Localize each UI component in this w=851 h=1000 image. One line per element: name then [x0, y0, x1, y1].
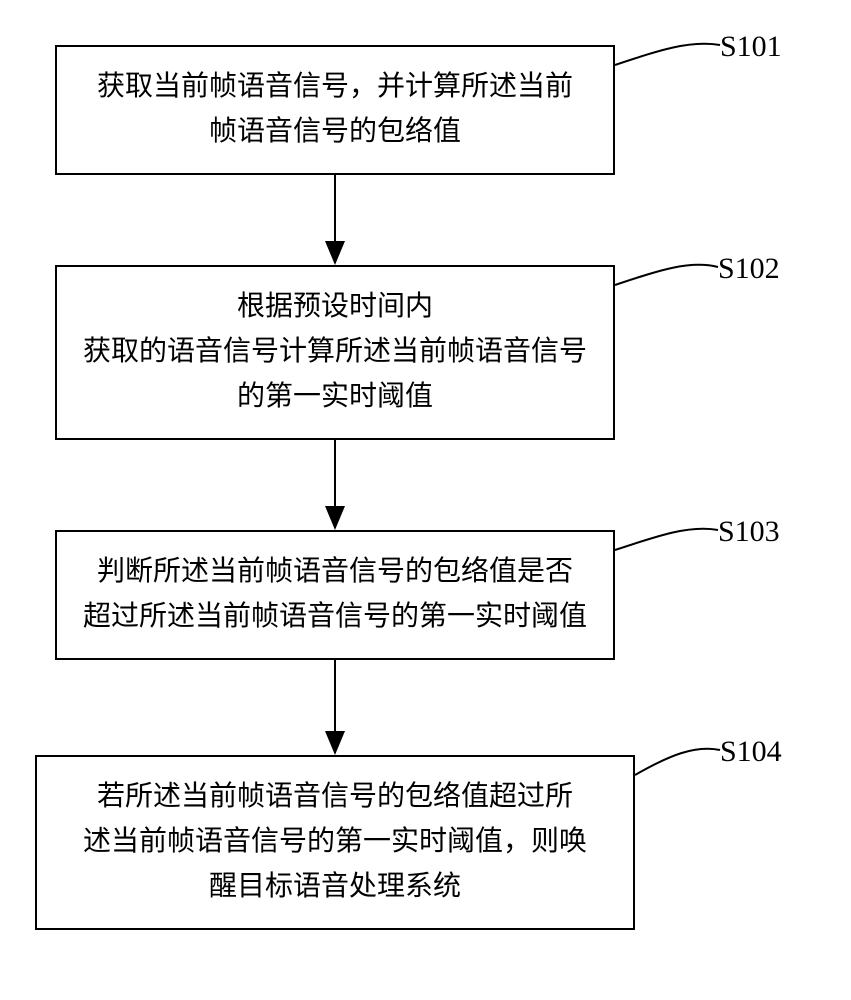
flow-node-1-text: 获取当前帧语音信号，并计算所述当前 帧语音信号的包络值 [97, 65, 573, 155]
flow-node-4-text: 若所述当前帧语音信号的包络值超过所 述当前帧语音信号的第一实时阈值，则唤 醒目标… [83, 775, 587, 909]
flow-node-1: 获取当前帧语音信号，并计算所述当前 帧语音信号的包络值 [55, 45, 615, 175]
step-label-1: S101 [720, 30, 782, 64]
flow-node-2: 根据预设时间内 获取的语音信号计算所述当前帧语音信号 的第一实时阈值 [55, 265, 615, 440]
flow-node-3: 判断所述当前帧语音信号的包络值是否 超过所述当前帧语音信号的第一实时阈值 [55, 530, 615, 660]
flow-node-2-text: 根据预设时间内 获取的语音信号计算所述当前帧语音信号 的第一实时阈值 [83, 285, 587, 419]
step-label-3: S103 [718, 515, 780, 549]
flow-node-4: 若所述当前帧语音信号的包络值超过所 述当前帧语音信号的第一实时阈值，则唤 醒目标… [35, 755, 635, 930]
flow-node-3-text: 判断所述当前帧语音信号的包络值是否 超过所述当前帧语音信号的第一实时阈值 [83, 550, 587, 640]
step-label-4: S104 [720, 735, 782, 769]
step-label-2: S102 [718, 252, 780, 286]
